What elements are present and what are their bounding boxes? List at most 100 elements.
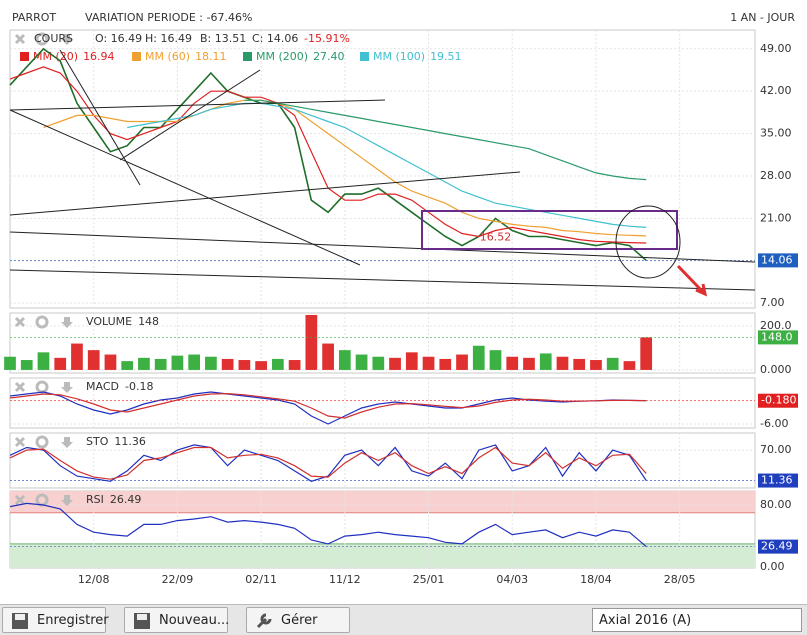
indicator-name: MACD bbox=[86, 380, 119, 393]
new-label: Nouveau... bbox=[159, 613, 230, 628]
trend-line bbox=[9, 171, 521, 216]
series-line bbox=[43, 99, 647, 237]
trend-line bbox=[9, 269, 756, 291]
y-tick-label: 200.0 bbox=[760, 319, 792, 332]
volume-bar bbox=[20, 360, 33, 370]
x-tick-label: 18/04 bbox=[580, 573, 612, 586]
last-value-label: 14.06 bbox=[761, 253, 793, 266]
volume-bar bbox=[355, 354, 368, 370]
panel-title: COURS bbox=[34, 32, 73, 45]
volume-bar bbox=[71, 343, 83, 370]
last-value-box bbox=[758, 330, 798, 345]
y-tick-label: 49.00 bbox=[760, 42, 792, 55]
arrow bbox=[676, 264, 708, 297]
legend-name: MM (20) bbox=[33, 50, 78, 63]
oversold-band bbox=[10, 543, 755, 568]
volume-bar bbox=[121, 361, 134, 370]
y-tick-label: 35.00 bbox=[760, 127, 792, 140]
close-icon bbox=[14, 436, 26, 448]
volume-bar bbox=[389, 357, 401, 370]
x-tick-label: 25/01 bbox=[413, 573, 445, 586]
volume-bar bbox=[171, 355, 184, 370]
y-tick-label: 0.00 bbox=[760, 560, 785, 573]
legend-swatch bbox=[243, 52, 252, 61]
volume-bar bbox=[573, 358, 586, 370]
annotation: 16.52 bbox=[480, 230, 512, 243]
volume-bar bbox=[221, 358, 234, 370]
volume-bar bbox=[205, 356, 217, 370]
save-button[interactable]: Enregistrer bbox=[2, 607, 109, 633]
x-tick-label: 22/09 bbox=[162, 573, 194, 586]
volume-bar bbox=[188, 354, 201, 370]
toolbar: Enregistrer Nouveau... Gérer Axial 2016 … bbox=[0, 604, 807, 635]
volume-bar bbox=[422, 356, 435, 370]
instrument-title: PARROT bbox=[12, 11, 56, 24]
volume-bar bbox=[506, 356, 519, 370]
series-line bbox=[9, 446, 647, 480]
last-value-label: 26.49 bbox=[761, 540, 793, 553]
y-tick-label: -6.00 bbox=[760, 417, 788, 430]
legend-swatch bbox=[20, 52, 29, 61]
close-icon bbox=[14, 33, 26, 45]
volume-bar bbox=[238, 360, 251, 370]
volume-bar bbox=[640, 337, 653, 370]
series-line bbox=[127, 102, 647, 228]
volume-bar bbox=[255, 361, 267, 370]
volume-bar bbox=[322, 343, 334, 370]
indicator-value: 148 bbox=[138, 315, 159, 328]
last-value-label: 148.0 bbox=[761, 330, 793, 343]
volume-bar bbox=[372, 356, 385, 370]
select-label: Axial 2016 (A) bbox=[599, 613, 692, 628]
legend-entry: MM (200) 27.40 bbox=[256, 50, 345, 63]
highlight-box bbox=[421, 210, 678, 250]
price-stat: H: 16.49 bbox=[145, 32, 192, 45]
legend-swatch bbox=[360, 52, 369, 61]
volume-bar bbox=[305, 314, 318, 370]
y-tick-label: 7.00 bbox=[760, 296, 785, 309]
legend-value: 27.40 bbox=[313, 50, 345, 63]
layout-select[interactable]: Axial 2016 (A) bbox=[592, 608, 802, 632]
indicator-value: 26.49 bbox=[110, 493, 142, 506]
volume-bar bbox=[539, 353, 552, 370]
close-icon bbox=[14, 494, 26, 506]
move-icon bbox=[61, 317, 73, 328]
volume-bar bbox=[272, 358, 284, 370]
period: 1 AN - JOUR bbox=[730, 11, 795, 24]
manage-button[interactable]: Gérer bbox=[246, 607, 350, 633]
legend-name: MM (60) bbox=[145, 50, 190, 63]
legend-entry: MM (100) 19.51 bbox=[373, 50, 462, 63]
volume-bar bbox=[489, 350, 502, 370]
volume-bar bbox=[556, 356, 569, 370]
volume-bar bbox=[288, 360, 301, 370]
close-icon bbox=[14, 316, 26, 328]
series-line bbox=[244, 99, 647, 181]
legend-name: MM (200) bbox=[256, 50, 308, 63]
trend-line bbox=[9, 109, 361, 266]
trend-line bbox=[119, 69, 261, 161]
x-tick-label: 12/08 bbox=[78, 573, 110, 586]
price-stat: O: 16.49 bbox=[95, 32, 142, 45]
manage-label: Gérer bbox=[281, 613, 318, 628]
settings-icon bbox=[35, 315, 49, 329]
volume-bar bbox=[590, 360, 602, 370]
settings-icon bbox=[35, 435, 49, 449]
save-label: Enregistrer bbox=[37, 613, 109, 628]
x-tick-label: 04/03 bbox=[496, 573, 528, 586]
volume-bar bbox=[472, 345, 485, 370]
highlight-ellipse bbox=[615, 205, 681, 279]
indicator-value: -0.18 bbox=[125, 380, 153, 393]
volume-bar bbox=[138, 357, 150, 370]
trend-line bbox=[9, 231, 756, 263]
y-tick-label: 21.00 bbox=[760, 211, 792, 224]
y-tick-label: 70.00 bbox=[760, 443, 792, 456]
last-value-box bbox=[758, 253, 798, 268]
y-tick-label: 42.00 bbox=[760, 84, 792, 97]
y-tick-label: 80.00 bbox=[760, 498, 792, 511]
volume-bar bbox=[37, 352, 50, 370]
new-button[interactable]: Nouveau... bbox=[124, 607, 230, 633]
series-line bbox=[9, 391, 647, 425]
volume-bar bbox=[405, 352, 418, 370]
series-line bbox=[9, 392, 647, 419]
panel bbox=[9, 29, 756, 309]
